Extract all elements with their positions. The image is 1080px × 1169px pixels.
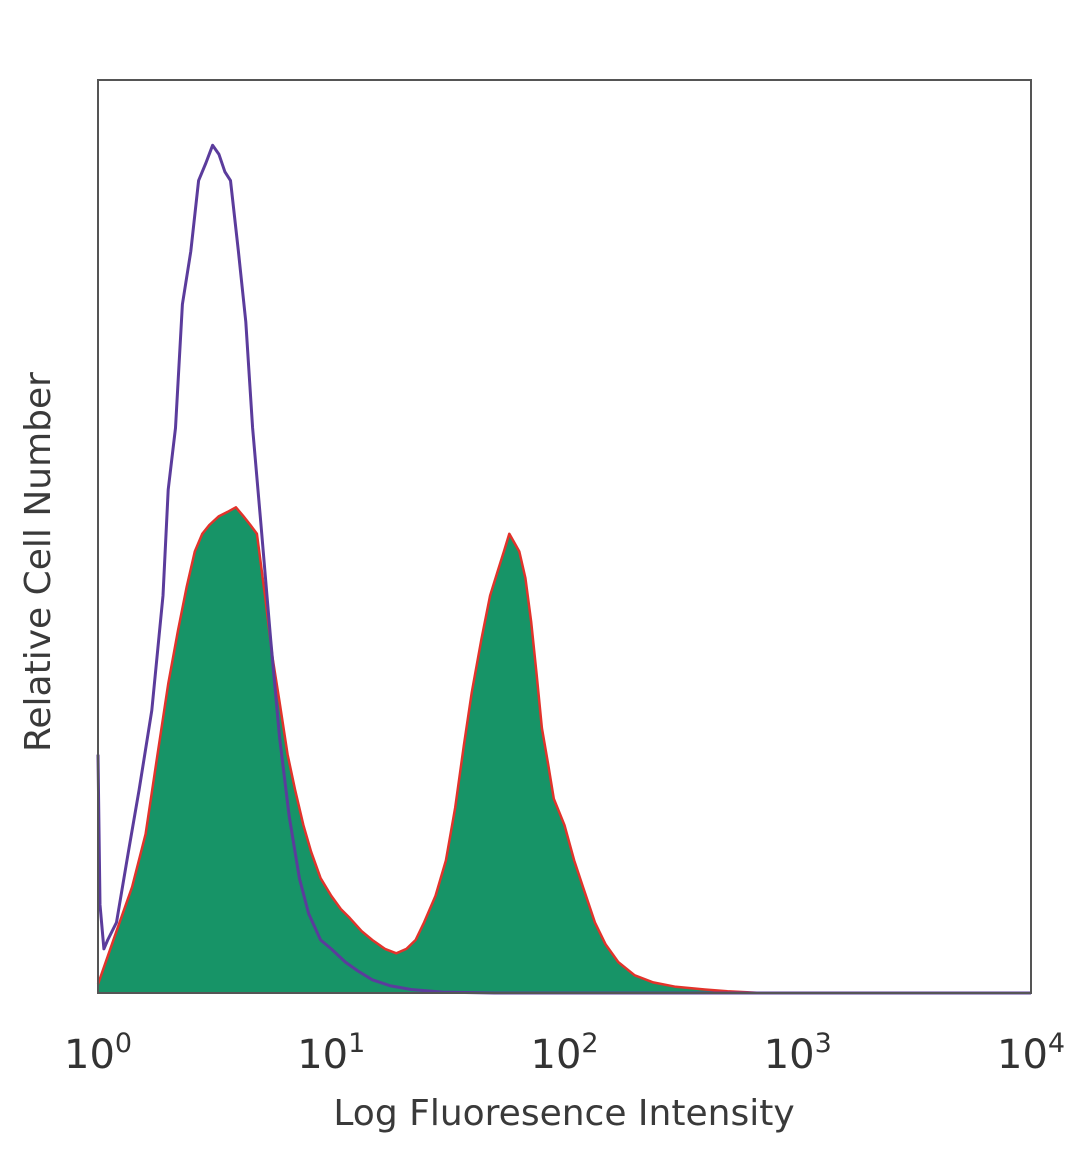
x-tick-label-4: 104 — [997, 1028, 1065, 1078]
x-tick-label-1: 101 — [297, 1028, 365, 1078]
y-axis-label: Relative Cell Number — [18, 372, 59, 752]
plot-frame — [97, 79, 1032, 994]
x-axis-label: Log Fluoresence Intensity — [333, 1093, 794, 1134]
series-layer — [96, 143, 1031, 995]
x-tick-label-3: 103 — [764, 1028, 832, 1078]
series-0-edge-line — [96, 506, 1031, 995]
series-1-line — [96, 143, 1031, 995]
x-tick-label-0: 100 — [64, 1028, 132, 1078]
series-0-fill-area — [98, 507, 1031, 993]
x-tick-label-2: 102 — [531, 1028, 599, 1078]
x-tick-layer: 100 101 102 103 104 — [64, 1028, 1065, 1078]
